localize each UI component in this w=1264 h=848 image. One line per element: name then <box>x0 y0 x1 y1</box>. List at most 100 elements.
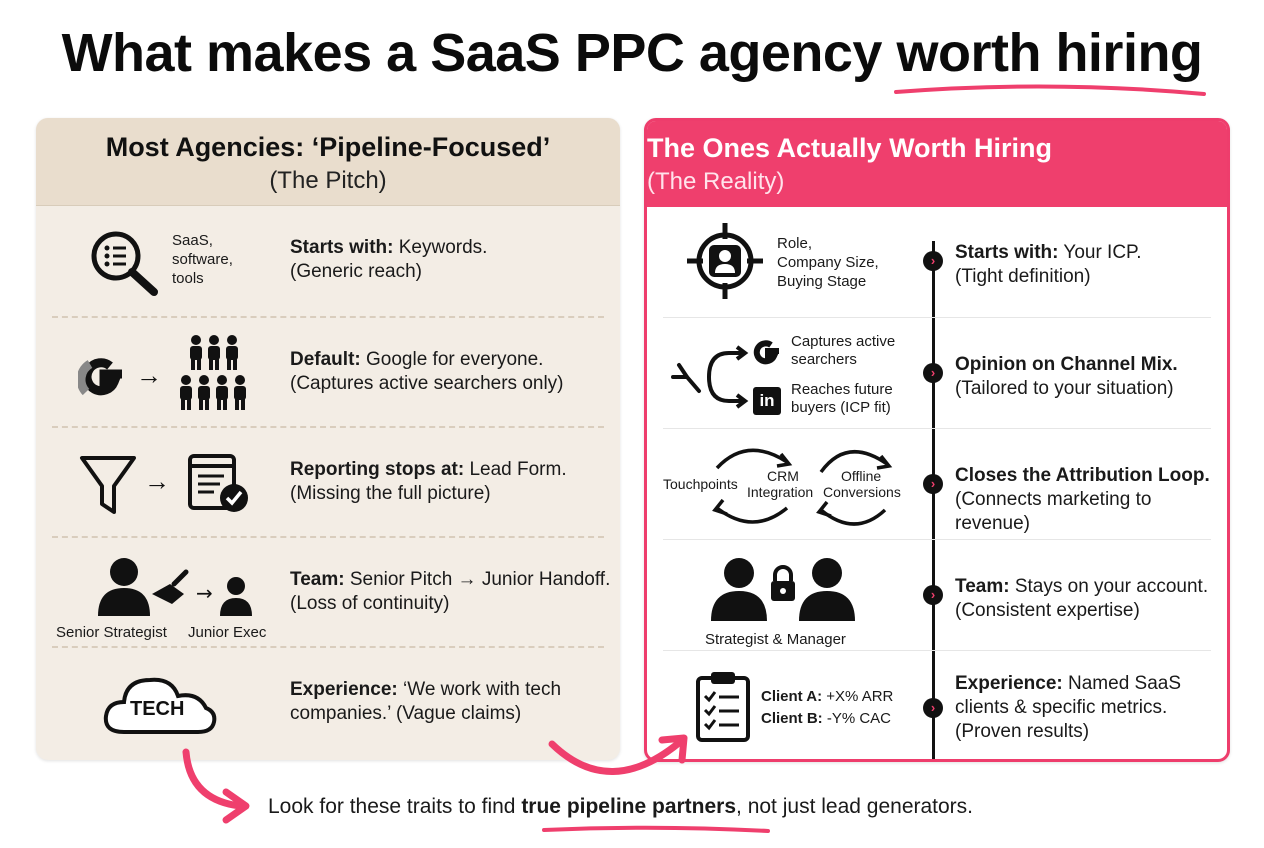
team-lock-icon <box>711 558 855 621</box>
right-row-1-note: (Tight definition) <box>955 266 1091 287</box>
cloud-icon <box>103 677 217 734</box>
cloud-tech-label: TECH <box>130 698 185 720</box>
left-row-1-label: Starts with: <box>290 237 394 258</box>
left-panel: Most Agencies: ‘Pipeline-Focused’ (The P… <box>36 118 620 760</box>
left-row-4-label: Team: <box>290 569 345 590</box>
left-row-3-label: Reporting stops at: <box>290 459 465 480</box>
left-row-4-note: (Loss of continuity) <box>290 593 450 614</box>
right-row-2-label: Opinion on Channel Mix. <box>955 354 1178 375</box>
title-underline <box>894 84 1206 96</box>
page-title: What makes a SaaS PPC agency worth hirin… <box>0 22 1264 84</box>
left-row-5-value: ‘We work with tech <box>397 679 562 700</box>
captures-label-2: searchers <box>791 351 857 368</box>
icp-role-label: Role, <box>777 235 813 252</box>
right-row-attribution: Touchpoints CRM Integration Offline Conv… <box>647 430 1227 540</box>
right-row-3-text: Closes the Attribution Loop. (Connects m… <box>955 464 1227 536</box>
icp-company-size-label: Company Size, <box>777 254 879 271</box>
keyword-example-1: SaaS, <box>172 232 213 249</box>
left-row-reporting: → Reporting stops at: Lead Form. (Missin… <box>36 428 620 538</box>
timeline-marker: › <box>923 474 943 494</box>
timeline-line <box>932 241 935 759</box>
offline-label: Offline <box>841 468 882 484</box>
right-row-2-note: (Tailored to your situation) <box>955 378 1174 399</box>
footer-text: Look for these traits to find true pipel… <box>268 795 973 819</box>
left-row-2-note: (Captures active searchers only) <box>290 373 564 394</box>
left-row-4-value: Senior Pitch → Junior Handoff. <box>344 569 611 590</box>
timeline-marker: › <box>923 363 943 383</box>
client-b-label: Client B: <box>761 710 823 727</box>
conversions-label: Conversions <box>823 484 901 500</box>
left-row-2-text: Default: Google for everyone. (Captures … <box>290 348 564 396</box>
right-heading: The Ones Actually Worth Hiring <box>647 133 1053 163</box>
keyword-example-2: software, <box>172 251 233 268</box>
search-list-icon <box>91 231 158 296</box>
target-person-icon <box>687 223 763 299</box>
attribution-loop-icon <box>712 448 893 526</box>
senior-strategist-label: Senior Strategist <box>56 624 167 641</box>
integration-label: Integration <box>747 484 814 500</box>
divider <box>52 316 604 318</box>
crm-label: CRM <box>767 468 799 484</box>
google-g-icon <box>78 358 122 396</box>
client-b-value: -Y% CAC <box>822 710 892 727</box>
right-arrow-icon: → <box>144 466 170 496</box>
right-row-experience: Client A: +X% ARR Client B: -Y% CAC › Ex… <box>647 652 1227 759</box>
google-g-icon <box>753 340 779 365</box>
left-row-keywords: SaaS, software, tools Starts with: Keywo… <box>36 206 620 318</box>
client-a-label: Client A: <box>761 688 823 705</box>
curved-arrow-icon <box>548 738 684 775</box>
footer-prefix: Look for these traits to find <box>268 795 522 818</box>
client-a-line: Client A: +X% ARR <box>761 688 893 706</box>
curved-arrow-icon <box>182 748 244 810</box>
title-highlight: worth hiring <box>896 23 1203 83</box>
right-row-5-value-2: clients & specific metrics. <box>955 697 1168 718</box>
left-row-team: → Senior Strategist Junior Exec Team: Se… <box>36 538 620 648</box>
divider <box>663 428 1211 429</box>
right-row-channel-mix: in Captures active searchers Reaches fut… <box>647 319 1227 429</box>
left-row-3-text: Reporting stops at: Lead Form. (Missing … <box>290 458 567 506</box>
svg-text:→: → <box>196 581 213 605</box>
right-row-5-value: Named SaaS <box>1062 673 1182 694</box>
junior-exec-label: Junior Exec <box>188 624 267 641</box>
left-subheading: (The Pitch) <box>269 167 387 194</box>
right-row-4-text: Team: Stays on your account. (Consistent… <box>955 575 1208 623</box>
left-row-experience: TECH Experience: ‘We work with tech comp… <box>36 648 620 758</box>
footer-underline <box>542 825 770 833</box>
right-subheading: (The Reality) <box>647 168 785 195</box>
branch-split-icon <box>671 345 749 409</box>
left-row-1-note: (Generic reach) <box>290 261 422 282</box>
right-arrow-icon: → <box>136 360 162 390</box>
divider <box>52 426 604 428</box>
left-row-3-note: (Missing the full picture) <box>290 483 491 504</box>
timeline-marker: › <box>923 698 943 718</box>
keyword-example-3: tools <box>172 270 204 287</box>
reaches-label-2: buyers (ICP fit) <box>791 399 891 416</box>
divider <box>663 539 1211 540</box>
icp-buying-stage-label: Buying Stage <box>777 273 867 290</box>
left-row-4-text: Team: Senior Pitch → Junior Handoff. (Lo… <box>290 568 610 616</box>
right-row-1-value: Your ICP. <box>1058 242 1142 263</box>
divider <box>663 650 1211 651</box>
left-row-default: → Default: Google for everyone. (Capture… <box>36 318 620 428</box>
left-heading: Most Agencies: ‘Pipeline-Focused’ <box>105 132 551 162</box>
divider <box>52 536 604 538</box>
footer-suffix: , not just lead generators. <box>736 795 974 818</box>
right-row-4-label: Team: <box>955 576 1010 597</box>
form-check-icon <box>188 454 248 512</box>
right-row-1-text: Starts with: Your ICP. (Tight definition… <box>955 241 1142 289</box>
crowd-icon <box>180 335 246 410</box>
client-b-line: Client B: -Y% CAC <box>761 710 891 728</box>
left-row-2-value: Google for everyone. <box>360 349 544 370</box>
right-row-5-label: Experience: <box>955 673 1063 694</box>
right-row-3-note: (Connects marketing to revenue) <box>955 489 1152 534</box>
clipboard-checklist-icon <box>696 672 750 742</box>
left-row-5-text: Experience: ‘We work with tech companies… <box>290 678 561 726</box>
client-a-value: +X% ARR <box>822 688 894 705</box>
left-row-1-value: Keywords. <box>393 237 488 258</box>
handoff-people-icon: → <box>98 558 252 616</box>
right-row-team: Strategist & Manager › Team: Stays on yo… <box>647 541 1227 651</box>
left-row-5-label: Experience: <box>290 679 398 700</box>
left-row-3-value: Lead Form. <box>464 459 567 480</box>
right-row-2-text: Opinion on Channel Mix. (Tailored to you… <box>955 353 1178 401</box>
